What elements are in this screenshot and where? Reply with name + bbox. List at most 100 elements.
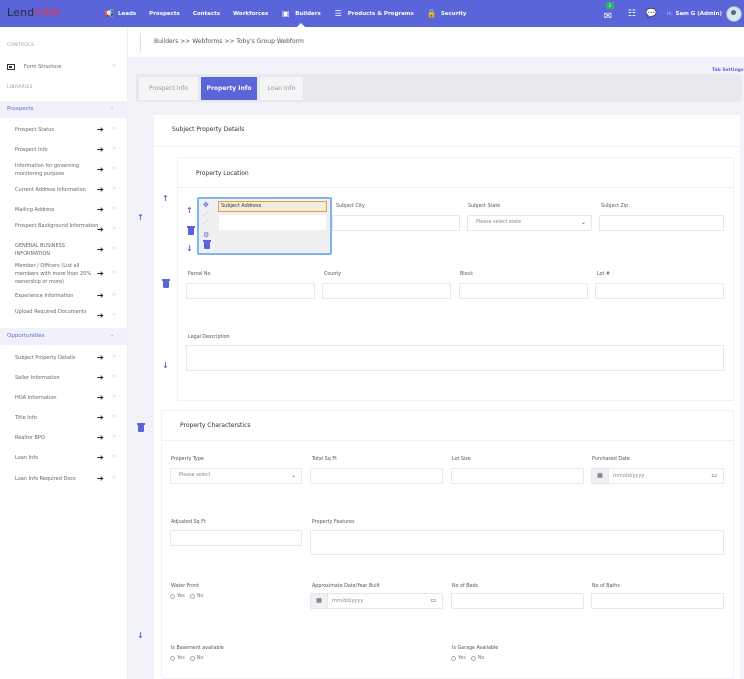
resize-icon[interactable]: ⤢ [203,211,208,218]
arrow-right-icon[interactable]: ➔ [97,225,104,234]
mail-button[interactable]: ✉ 3 [604,1,616,23]
arrow-right-icon[interactable]: ➔ [97,205,104,214]
property-features-textarea[interactable] [310,530,724,555]
subject-address-input[interactable] [218,214,327,231]
nav-security[interactable]: 🔒 Security [427,0,467,27]
nav-contacts[interactable]: Contacts [193,0,220,27]
delete-icon[interactable] [162,279,170,288]
move-down-icon[interactable]: ↓ [186,244,193,253]
move-up-icon[interactable]: ↑ [186,206,193,215]
lot-size-input[interactable] [451,468,584,484]
basement-yes[interactable]: Yes [170,656,185,661]
arrow-right-icon[interactable]: ➔ [97,269,104,278]
gear-icon[interactable]: ⚙ [203,231,210,239]
arrow-right-icon[interactable]: ➔ [97,373,104,382]
calendar-picker-icon[interactable]: ▭ [711,472,717,479]
approx-year-built-input[interactable]: ▦ mm/dd/yyyy ▭ [310,593,443,609]
sidebar-item-form-structure[interactable]: Form Structure > [0,63,128,71]
tab-prospect-info[interactable]: Prospect Info [139,77,198,100]
sidebar-item[interactable]: Prospect Info ➔ > [0,145,128,154]
no-of-baths-input[interactable] [591,593,724,609]
garage-yes[interactable]: Yes [451,656,466,661]
arrow-right-icon[interactable]: ➔ [97,433,104,442]
nav-leads[interactable]: 📢 Leads [104,0,136,27]
sidebar-group-opportunities[interactable]: Opportunities - [0,328,128,345]
arrow-right-icon[interactable]: ➔ [97,245,104,254]
arrow-right-icon[interactable]: ➔ [97,311,104,320]
sidebar-item[interactable]: Subject Property Details ➔ > [0,353,128,362]
parcel-no-input[interactable] [186,283,315,299]
sidebar-item[interactable]: Member / Officers (List all members with… [0,262,128,286]
legal-description-textarea[interactable] [186,345,724,371]
subject-state-select[interactable]: Please select state ⌄ [467,215,592,231]
sidebar-item[interactable]: Experience Information ➔ > [0,291,128,300]
chat-icon[interactable]: 💬 [645,8,658,19]
sidebar-item[interactable]: Information for governing monitoring pur… [0,162,128,178]
sidebar-item[interactable]: Mailing Address ➔ > [0,205,128,214]
property-type-select[interactable]: Please select ⌄ [170,468,302,484]
water-front-yes[interactable]: Yes [170,594,185,599]
sidebar-item[interactable]: Prospect Status ➔ > [0,125,128,134]
arrow-right-icon[interactable]: ➔ [97,291,104,300]
move-up-icon[interactable]: ↑ [162,194,169,203]
delete-icon[interactable] [187,226,195,235]
nav-workforces[interactable]: Workforces [233,0,268,27]
tab-property-info[interactable]: Property Info [201,77,257,100]
move-down-icon[interactable]: ↓ [162,361,169,370]
subject-city-input[interactable] [332,215,460,231]
radio-button[interactable] [470,656,476,661]
arrow-right-icon[interactable]: ➔ [97,413,104,422]
sidebar-item[interactable]: Realtor BPO ➔ > [0,433,128,442]
arrow-right-icon[interactable]: ➔ [97,474,104,483]
adjusted-sqft-input[interactable] [170,530,302,546]
arrow-right-icon[interactable]: ➔ [97,125,104,134]
scrollbar[interactable] [740,115,744,679]
sidebar-item[interactable]: Loan Info Required Docs ➔ > [0,474,128,483]
avatar[interactable] [726,5,742,22]
tab-loan-info[interactable]: Loan Info [260,77,303,100]
collapse-icon[interactable]: - [111,332,114,339]
user-name[interactable]: Sam G (Admin) [675,10,722,17]
sidebar-item[interactable]: GENERAL BUSINESS INFORMATION ➔ > [0,242,128,258]
sidebar-item[interactable]: Title Info ➔ > [0,413,128,422]
resize-icon[interactable]: ⤢ [203,219,208,226]
move-down-icon[interactable]: ↓ [137,631,144,640]
drag-move-icon[interactable]: ✥ [203,201,209,209]
delete-icon[interactable] [203,240,211,249]
tab-settings-link[interactable]: Tab Settings [712,68,744,73]
move-up-icon[interactable]: ↑ [137,213,144,222]
arrow-right-icon[interactable]: ➔ [97,165,104,174]
app-logo[interactable]: LendCRM [7,6,60,19]
arrow-right-icon[interactable]: ➔ [97,453,104,462]
lot-input[interactable] [595,283,724,299]
nav-products-programs[interactable]: ☰ Products & Programs [334,0,414,27]
block-input[interactable] [459,283,588,299]
purchased-date-input[interactable]: ▦ mm/dd/yyyy ▭ [591,468,724,484]
radio-button[interactable] [189,656,195,661]
arrow-right-icon[interactable]: ➔ [97,145,104,154]
total-sqft-input[interactable] [310,468,443,484]
nav-prospects[interactable]: Prospects [149,0,180,27]
arrow-right-icon[interactable]: ➔ [97,353,104,362]
radio-button[interactable] [170,656,175,661]
water-front-no[interactable]: No [189,594,203,599]
subject-address-label-input[interactable]: Subject Address [218,201,327,212]
sidebar-item[interactable]: Current Address Information ➔ > [0,185,128,194]
radio-button[interactable] [170,594,175,599]
collapse-icon[interactable]: - [111,105,114,112]
garage-no[interactable]: No [470,656,484,661]
calendar-picker-icon[interactable]: ▭ [430,597,436,604]
arrow-right-icon[interactable]: ➔ [97,393,104,402]
sidebar-item[interactable]: Seller Information ➔ > [0,373,128,382]
radio-button[interactable] [451,656,456,661]
basement-no[interactable]: No [189,656,203,661]
radio-button[interactable] [189,594,195,599]
sidebar-item[interactable]: Upload Required Documents ➔ > [0,308,128,324]
no-of-beds-input[interactable] [451,593,584,609]
nav-builders[interactable]: ▣ Builders [281,0,321,28]
task-list-icon[interactable]: ☷ [627,8,636,19]
county-input[interactable] [322,283,451,299]
sidebar-item[interactable]: HOA Information ➔ > [0,393,128,402]
delete-icon[interactable] [137,423,145,432]
sidebar-item[interactable]: Loan Info ➔ > [0,453,128,462]
